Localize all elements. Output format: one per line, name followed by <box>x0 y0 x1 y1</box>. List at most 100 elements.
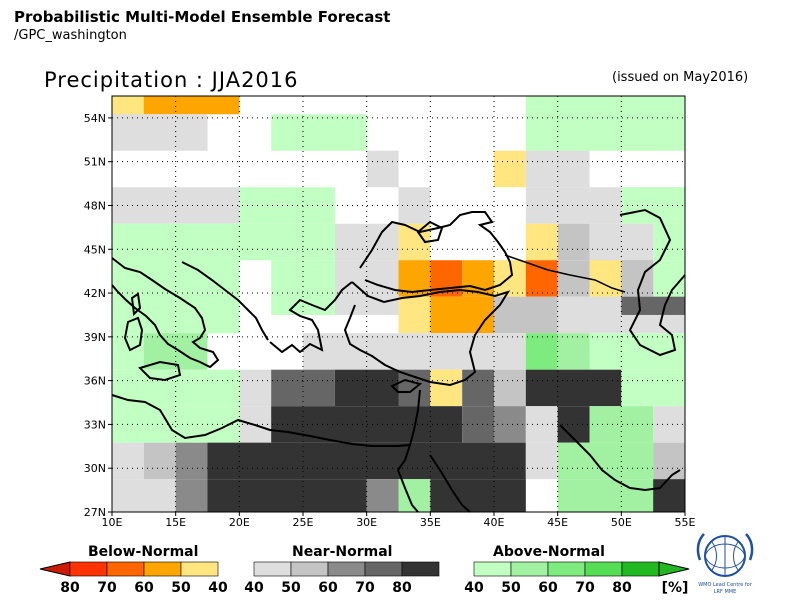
legend-swatch <box>401 561 440 577</box>
grid-cell <box>271 260 335 315</box>
crimea-coast <box>416 220 444 244</box>
grid-cell <box>653 442 685 480</box>
italy-coastline <box>111 257 220 369</box>
lat-tick-label: 39N <box>84 331 106 344</box>
legend-swatch <box>364 561 403 577</box>
grid-cell <box>112 114 208 151</box>
lon-tick-label: 35E <box>420 516 441 529</box>
lat-tick-label: 54N <box>84 112 106 125</box>
lon-tick-label: 10E <box>102 516 123 529</box>
grid-cell <box>366 479 399 512</box>
grid-cell <box>494 296 558 334</box>
logo-caption-1: WMO Lead Centre for <box>698 582 753 588</box>
legend: Below-Normal Near-Normal Above-Normal 80… <box>39 544 690 596</box>
legend-swatch <box>106 561 145 577</box>
legend-arrow-right <box>658 561 690 577</box>
africa-coast <box>111 394 411 447</box>
legend-label: 60 <box>134 580 154 596</box>
sardinia-coast <box>123 316 144 352</box>
grid-cell <box>525 260 558 297</box>
legend-swatch <box>143 561 182 577</box>
legend-swatch <box>180 561 219 577</box>
wmo-logo: WMO Lead Centre for LRF MME <box>696 533 754 595</box>
levant-coast <box>397 389 421 471</box>
legend-label: 40 <box>244 580 264 596</box>
grid-cell <box>557 333 590 370</box>
grid-cell <box>494 369 526 407</box>
lon-tick-label: 30E <box>356 516 377 529</box>
cyprus-coast <box>390 378 423 393</box>
grid-cell <box>525 442 558 480</box>
legend-label: 60 <box>538 580 558 596</box>
grid-cell <box>557 479 654 512</box>
grid-cell <box>557 223 590 261</box>
map-gridlines <box>112 96 685 512</box>
lon-tick-label: 50E <box>611 516 632 529</box>
header-title: Probabilistic Multi-Model Ensemble Forec… <box>14 8 391 26</box>
turkey-coast <box>343 281 511 387</box>
lon-tick-label: 20E <box>229 516 250 529</box>
caspian-coast <box>619 208 686 357</box>
legend-swatch <box>584 561 623 577</box>
grid-cell <box>398 333 526 370</box>
grid-cell <box>653 479 685 512</box>
lat-tick-label: 45N <box>84 243 106 256</box>
logo-caption-2: LRF MME <box>714 589 737 595</box>
grid-cell <box>621 187 685 224</box>
legend-swatch <box>253 561 292 577</box>
grid-cell <box>334 369 399 407</box>
grid-cell <box>271 369 335 407</box>
legend-label: 50 <box>501 580 521 596</box>
grid-cell <box>462 406 494 443</box>
legend-swatch <box>510 561 549 577</box>
lat-tick-label: 48N <box>84 199 106 212</box>
lat-tick-label: 30N <box>84 462 106 475</box>
grid-cell <box>112 187 240 224</box>
corsica-coast <box>130 292 142 317</box>
legend-swatch <box>473 561 512 577</box>
coastlines <box>111 208 686 513</box>
lon-tick-label: 55E <box>675 516 696 529</box>
red-sea-coast <box>397 454 471 513</box>
grid-cell <box>525 223 558 261</box>
legend-label: 50 <box>171 580 191 596</box>
legend-label: 50 <box>281 580 301 596</box>
grid-cell <box>430 369 463 407</box>
issued-date: (issued on May2016) <box>612 70 749 85</box>
grid-cell <box>143 369 240 407</box>
legend-unit: [%] <box>662 580 689 596</box>
lon-tick-label: 15E <box>165 516 186 529</box>
grid-cell <box>525 369 622 407</box>
lat-tick-label: 51N <box>84 156 106 169</box>
gulf-coast <box>559 424 681 492</box>
legend-arrow-left <box>39 561 71 577</box>
grid-cell <box>175 479 208 512</box>
grid-cell <box>175 442 208 480</box>
lat-tick-label: 33N <box>84 418 106 431</box>
grid-cell <box>366 150 399 188</box>
lon-tick-label: 25E <box>293 516 314 529</box>
grid-cell <box>430 479 526 512</box>
grid-cell <box>589 260 622 297</box>
grid-cell <box>271 114 367 151</box>
legend-near-scale: 40 50 60 70 80 <box>244 561 440 596</box>
adriatic-coast <box>181 261 269 341</box>
axis-ticks: 10E 15E 20E 25E 30E 35E 40E 45E 50E 55E 27N 30N 33N 3… <box>84 112 696 529</box>
legend-below-scale: 80 70 60 50 40 <box>39 561 228 596</box>
grid-cell <box>525 333 558 370</box>
legend-swatch <box>69 561 108 577</box>
probability-grid <box>112 96 685 512</box>
legend-label: 80 <box>60 580 80 596</box>
grid-cell <box>494 406 526 443</box>
map-frame <box>111 95 686 513</box>
grid-cell <box>462 369 494 407</box>
legend-label: 40 <box>208 580 228 596</box>
grid-cell <box>430 296 494 334</box>
legend-above-title: Above-Normal <box>493 544 605 560</box>
legend-label: 80 <box>612 580 632 596</box>
sicily-coast <box>138 360 182 382</box>
header-source: /GPC_washington <box>14 28 127 43</box>
lon-tick-label: 40E <box>484 516 505 529</box>
grid-cell <box>112 96 144 115</box>
